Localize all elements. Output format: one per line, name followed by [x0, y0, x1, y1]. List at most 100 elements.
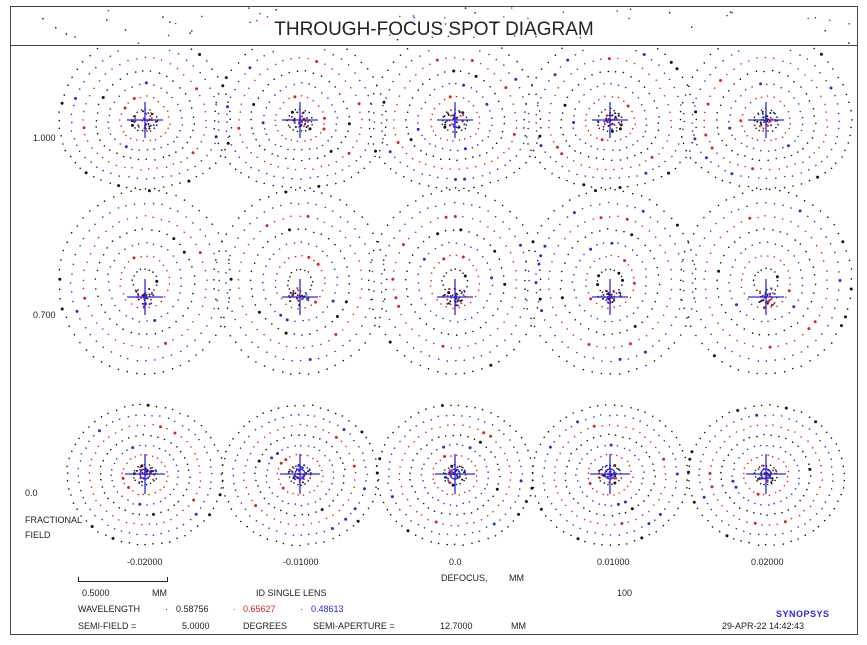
spot-ray-dot — [425, 323, 428, 326]
spot-ray-dot — [449, 513, 451, 515]
spot-ray-dot — [587, 328, 590, 330]
spot-ray-dot — [471, 146, 474, 149]
spot-ray-dot — [444, 479, 447, 482]
spot-ray-dot — [740, 418, 743, 421]
spot-ray-dot — [431, 439, 433, 441]
spot-ray-dot — [842, 83, 844, 86]
spot-ray-dot — [88, 426, 90, 428]
spot-ray-dot — [579, 152, 582, 154]
spot-ray-dot — [762, 116, 765, 119]
spot-ray-dot — [610, 453, 613, 456]
spot-ray-dot — [572, 524, 574, 526]
spot-ray-dot — [653, 483, 655, 485]
spot-ray-dot — [294, 478, 297, 481]
spot-ray-dot — [590, 186, 593, 188]
spot-ray-dot — [632, 276, 635, 279]
spot-ray-dot — [800, 351, 803, 353]
spot-ray-dot — [270, 443, 272, 446]
spot-ray-dot — [774, 318, 776, 321]
spot-ray-dot — [659, 87, 661, 90]
spot-ray-dot — [135, 414, 137, 417]
spot-ray-dot — [244, 73, 246, 75]
spot-ray-dot — [152, 503, 155, 505]
spot-ray-dot — [536, 142, 538, 144]
spot-ray-dot — [746, 448, 749, 451]
spot-ray-dot — [147, 189, 151, 193]
spot-ray-dot — [60, 101, 64, 105]
spot-ray-dot — [686, 464, 688, 467]
spot-ray-dot — [604, 188, 607, 191]
spot-ray-dot — [498, 360, 500, 363]
spot-ray-dot — [328, 339, 330, 342]
spot-ray-dot — [565, 486, 568, 488]
spot-ray-dot — [603, 514, 605, 516]
spot-ray-dot — [699, 437, 702, 440]
spot-ray-dot — [529, 457, 532, 459]
spot-ray-dot — [468, 489, 471, 492]
spot-ray-dot — [814, 65, 816, 67]
spot-ray-dot — [360, 269, 362, 272]
spot-ray-dot — [606, 130, 609, 133]
spot-ray-dot — [150, 298, 152, 301]
spot-ray-dot — [128, 542, 131, 544]
spot-ray-dot — [430, 541, 433, 543]
spot-ray-dot — [778, 435, 780, 438]
spot-ray-dot — [218, 493, 222, 497]
spot-ray-dot — [729, 11, 732, 13]
spot-ray-dot — [742, 452, 744, 455]
spot-ray-dot — [835, 333, 837, 335]
spot-ray-dot — [477, 289, 480, 292]
spot-ray-dot — [313, 489, 316, 492]
spot-ray-dot — [257, 441, 259, 444]
spot-ray-dot — [403, 355, 406, 357]
spot-ray-dot — [98, 80, 101, 82]
spot-ray-dot — [444, 23, 447, 25]
spot-ray-dot — [234, 489, 237, 492]
spot-ray-dot — [209, 487, 212, 490]
spot-ray-dot — [336, 284, 338, 286]
spot-ray-dot — [524, 111, 526, 113]
spot-ray-dot — [224, 156, 227, 158]
spot-ray-dot — [524, 500, 528, 503]
spot-ray-dot — [765, 267, 767, 270]
spot-ray-dot — [297, 494, 299, 496]
spot-ray-dot — [204, 78, 206, 81]
spot-ray-dot — [207, 494, 209, 496]
spot-ray-dot — [550, 502, 553, 505]
spot-ray-dot — [295, 465, 297, 468]
spot-ray-dot — [234, 88, 236, 91]
spot-ray-dot — [290, 434, 293, 437]
spot-ray-dot — [699, 481, 701, 484]
spot-ray-dot — [774, 491, 777, 494]
spot-ray-dot — [366, 223, 369, 225]
spot-ray-dot — [560, 279, 563, 282]
spot-ray-dot — [633, 117, 635, 119]
spot-ray-dot — [253, 262, 256, 265]
spot-ray-dot — [145, 533, 147, 536]
spot-ray-dot — [826, 270, 828, 272]
spot-ray-dot — [427, 185, 430, 187]
spot-ray-dot — [783, 485, 786, 487]
spot-ray-dot — [453, 201, 456, 204]
spot-ray-dot — [764, 215, 766, 217]
spot-ray-dot — [453, 424, 456, 426]
spot-ray-dot — [529, 494, 532, 497]
spot-ray-dot — [765, 177, 768, 180]
spot-ray-dot — [172, 237, 176, 241]
spot-ray-dot — [65, 33, 68, 35]
spot-ray-dot — [835, 443, 838, 445]
spot-ray-dot — [165, 166, 168, 168]
spot-ray-dot — [291, 544, 293, 546]
spot-ray-dot — [679, 161, 681, 164]
spot-ray-dot — [79, 245, 81, 247]
spot-ray-dot — [261, 509, 263, 512]
spot-ray-dot — [837, 232, 840, 235]
spot-ray-dot — [717, 269, 721, 273]
spot-ray-dot — [360, 61, 363, 64]
spot-ray-dot — [704, 80, 706, 82]
spot-ray-dot — [334, 86, 337, 88]
spot-ray-dot — [618, 288, 620, 291]
spot-ray-dot — [121, 476, 125, 480]
spot-ray-dot — [559, 223, 561, 226]
spot-ray-dot — [187, 505, 190, 507]
